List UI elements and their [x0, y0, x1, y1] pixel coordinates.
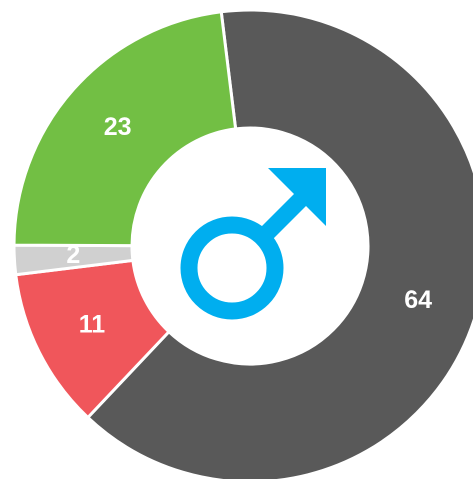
male-icon: [180, 168, 326, 320]
slice: [12, 10, 238, 248]
labels: 64 11 2 23: [66, 113, 432, 338]
slice-label: 64: [404, 286, 432, 314]
slice-label: 2: [66, 241, 80, 269]
slice-label: 23: [104, 113, 132, 141]
slice: [85, 8, 473, 479]
slice-label: 11: [79, 310, 106, 338]
icon-head: [268, 168, 326, 226]
slices: [12, 8, 473, 479]
icon-shaft: [255, 188, 312, 245]
icon-ring: [180, 216, 284, 320]
